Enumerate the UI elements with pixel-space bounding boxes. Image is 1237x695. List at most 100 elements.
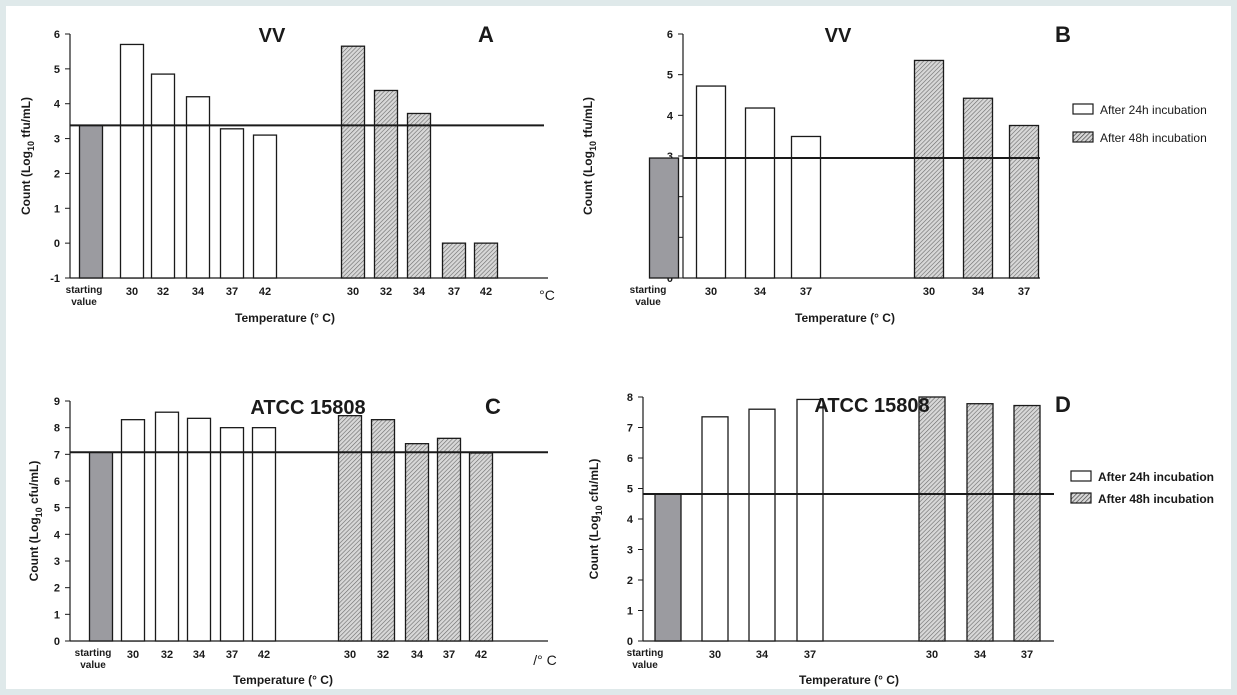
bar-24h [251,427,277,642]
y-tick-label: -1 [50,273,60,285]
y-tick-label: 1 [54,609,60,621]
x-tick-label: 30 [705,286,717,298]
bar-48h [436,437,462,642]
bar-48h [913,59,945,279]
x-tick-label: 30 [709,649,721,661]
x-tick-label: 32 [377,649,389,661]
bar-24h [796,398,824,642]
bar-24h [154,411,180,642]
y-tick-label: 3 [627,545,633,557]
y-axis-label: Count (Log10 tfu/mL) [19,97,36,215]
bar-starting-value [88,451,114,642]
bar-48h [441,242,467,279]
legend: After 24h incubation After 48h incubation [1070,470,1214,506]
y-tick-label: 8 [627,392,633,404]
x-tick-label: 37 [1018,286,1030,298]
bar-48h [1008,124,1040,279]
y-tick-label: 2 [54,168,60,180]
bar-48h [468,452,494,642]
legend-swatch-24h [1070,470,1092,482]
y-tick-label: 0 [54,636,60,648]
bar-48h [473,242,499,279]
bar-48h [918,396,946,642]
legend-label: After 48h incubation [1100,131,1207,145]
bar-48h [337,415,363,642]
starting-label: starting [627,648,664,659]
legend-label: After 48h incubation [1098,492,1214,506]
x-tick-label: 30 [126,286,138,298]
x-tick-label: 37 [448,286,460,298]
chart-title: VV [259,25,286,47]
y-tick-label: 0 [54,238,60,250]
x-tick-label: 37 [800,286,812,298]
y-axis-label: Count (Log10 tfu/mL) [581,97,598,215]
x-tick-label: 30 [127,649,139,661]
y-tick-label: 4 [54,99,61,111]
bar-24h [744,107,776,279]
panel-letter: D [1055,392,1071,417]
x-axis-label: Temperature (° C) [233,673,333,687]
x-tick-label: 37 [226,649,238,661]
x-tick-label: 34 [974,649,987,661]
starting-label: starting [630,285,667,296]
x-tick-label: 37 [226,286,238,298]
bar-48h [404,443,430,642]
x-tick-label: 34 [754,286,767,298]
y-tick-label: 7 [627,423,633,435]
bar-24h [701,416,729,642]
bar-24h [748,408,776,642]
x-axis-label: Temperature (° C) [795,311,895,325]
y-tick-label: 3 [54,134,60,146]
y-tick-label: 5 [667,70,673,82]
legend: After 24h incubation After 48h incubation [1072,103,1207,145]
unit-note: /° C [533,652,557,668]
y-tick-label: 3 [667,151,673,163]
bar-24h [219,128,245,279]
x-tick-label: 37 [804,649,816,661]
y-tick-label: 4 [667,110,674,122]
bar-24h [185,96,211,279]
x-tick-label: 34 [972,286,985,298]
starting-label: value [632,660,658,671]
bar-48h [1013,404,1041,642]
y-tick-label: 4 [627,514,634,526]
x-tick-label: 42 [258,649,270,661]
y-tick-label: 6 [54,476,60,488]
starting-label: starting [75,648,112,659]
x-tick-label: 30 [926,649,938,661]
bar-48h [966,403,994,642]
x-tick-label: 32 [157,286,169,298]
y-tick-label: 9 [54,396,60,408]
chart-title: VV [825,25,852,47]
y-tick-label: 6 [627,453,633,465]
x-tick-label: 37 [443,649,455,661]
bar-24h [695,85,727,279]
bar-24h [219,427,245,642]
bar-48h [373,89,399,279]
unit-note: °C [539,287,555,303]
legend-swatch-48h [1070,492,1092,504]
bar-24h [186,417,212,642]
y-tick-label: 5 [54,503,60,515]
y-tick-label: 6 [667,29,673,41]
bar-48h [370,419,396,642]
x-tick-label: 34 [192,286,205,298]
bar-48h [406,112,432,279]
starting-label: starting [66,285,103,296]
y-tick-label: 3 [54,556,60,568]
chart-panel-b: 0123456startingvalue303034343737VVBTempe… [581,22,1207,325]
bar-starting-value [78,124,104,279]
bar-48h [340,45,366,279]
y-tick-label: 0 [667,273,673,285]
bar-24h [120,419,146,642]
x-tick-label: 32 [380,286,392,298]
x-axis-label: Temperature (° C) [235,311,335,325]
y-tick-label: 4 [54,529,61,541]
chart-title: ATCC 15808 [250,397,365,419]
y-tick-label: 5 [54,64,60,76]
y-tick-label: 2 [627,575,633,587]
starting-label: value [80,660,106,671]
